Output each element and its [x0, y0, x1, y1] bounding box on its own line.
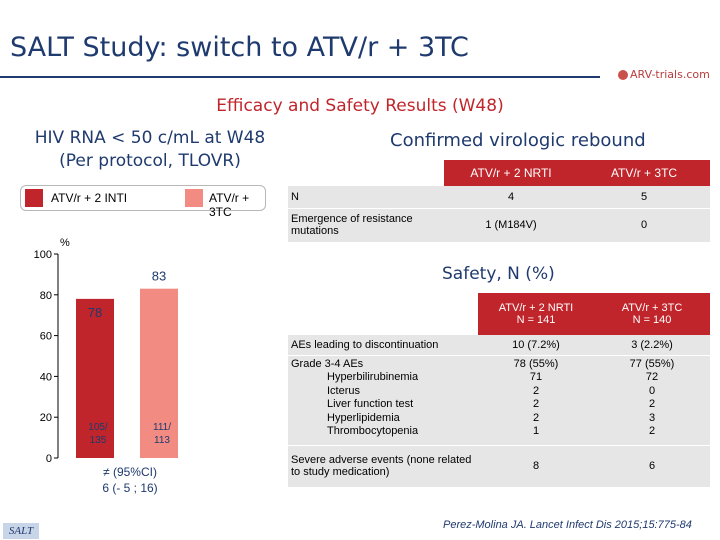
bar-value-label: 78 [88, 305, 102, 320]
grade34-label: Grade 3-4 AEs [291, 357, 364, 370]
safety-header-arm1-name: ATV/r + 2 NRTI [498, 302, 574, 314]
safety-table: ATV/r + 2 NRTI N = 141 ATV/r + 3TC N = 1… [288, 293, 710, 487]
safety-row-discontinuation-arm1: 10 (7.2%) [512, 338, 560, 351]
grade34-sublabel: Liver function test [327, 398, 414, 410]
citation: Perez-Molina JA. Lancet Infect Dis 2015;… [443, 519, 692, 531]
title-underline [0, 76, 600, 78]
grade34-arm2-value: 2 [648, 425, 656, 437]
grade34-sublabel: Thrombocytopenia [327, 425, 419, 437]
grade34-arm2-value: 72 [645, 371, 659, 383]
safety-row-grade34-arm1: 78 (55%) 71 2 2 2 1 [478, 354, 594, 445]
chart-heading-line2: (Per protocol, TLOVR) [59, 151, 241, 171]
safety-row-sae-label: Severe adverse events (none related to s… [288, 444, 478, 487]
arv-trials-logo: ARV-trials.com [618, 68, 710, 81]
legend-swatch-series-2 [185, 189, 203, 207]
y-tick-label: 80 [40, 290, 52, 302]
bar-series-2 [140, 288, 178, 458]
logo-text: ARV-trials.com [630, 68, 710, 81]
safety-row-grade34-arm2: 77 (55%) 72 0 2 3 2 [594, 354, 710, 445]
chart-heading-line1: HIV RNA < 50 c/mL at W48 [34, 128, 266, 148]
hiv-rna-bar-chart: 0 20 40 60 80 100% 78 105/135 83 111/113 ≠ (95%CI)… [34, 237, 178, 495]
bar-count-label: 111/ [153, 422, 171, 433]
grade34-arm2-value: 77 (55%) [629, 357, 675, 370]
grade34-sublabel: Icterus [327, 384, 361, 397]
y-tick-label: 100 [34, 249, 52, 261]
legend-label-series-1: ATV/r + 2 INTI [51, 191, 128, 205]
safety-header-arm2: ATV/r + 3TC N = 140 [594, 293, 710, 335]
rebound-table-corner [288, 160, 444, 186]
rebound-header-arm2: ATV/r + 3TC [578, 160, 710, 186]
chart-heading: HIV RNA < 50 c/mL at W48 (Per protocol, … [30, 127, 270, 173]
rebound-row-n-arm1: 4 [507, 190, 515, 203]
rebound-row-resistance-label: Emergence of resistance mutations [288, 207, 444, 242]
bar-count-label: 135 [90, 435, 107, 446]
safety-table-corner [288, 293, 478, 335]
safety-header-arm1-n: N = 141 [516, 314, 556, 326]
y-tick-label: 60 [40, 331, 52, 343]
grade34-arm1-value: 2 [532, 384, 540, 397]
safety-header-arm2-name: ATV/r + 3TC [621, 302, 683, 314]
section-heading-efficacy-safety: Efficacy and Safety Results (W48) [216, 96, 504, 116]
rebound-header-arm1: ATV/r + 2 NRTI [444, 160, 578, 186]
legend-label-series-2: ATV/r + 3TC [209, 191, 250, 219]
rebound-table: ATV/r + 2 NRTI ATV/r + 3TC N 4 5 Emergen… [288, 160, 710, 242]
bar-value-label: 83 [152, 269, 166, 284]
confirmed-rebound-heading: Confirmed virologic rebound [390, 130, 646, 151]
grade34-arm1-value: 2 [532, 411, 540, 424]
difference-ci-annotation: 6 (- 5 ; 16) [102, 481, 157, 495]
grade34-arm2-value: 0 [648, 384, 656, 397]
safety-row-sae-arm2: 6 [594, 444, 710, 487]
grade34-sublabel: Hyperbilirubinemia [327, 371, 419, 383]
y-tick-label: 0 [46, 453, 52, 465]
bar-count-label: 105/ [88, 422, 108, 433]
grade34-arm1-value: 71 [529, 371, 543, 383]
safety-row-sae-arm1: 8 [478, 444, 594, 487]
safety-row-discontinuation-arm2: 3 (2.2%) [631, 338, 673, 351]
rebound-row-resistance-arm2: 0 [578, 207, 710, 242]
rebound-row-n-arm2: 5 [640, 190, 648, 203]
logo-mark-icon [618, 70, 628, 80]
legend-swatch-series-1 [25, 189, 43, 207]
slide-title: SALT Study: switch to ATV/r + 3TC [10, 32, 469, 63]
bar-series-1 [76, 298, 114, 458]
grade34-arm1-value: 2 [532, 398, 540, 410]
y-tick-label: 40 [40, 371, 52, 383]
safety-row-discontinuation-label: AEs leading to discontinuation [291, 338, 439, 351]
safety-header-arm1: ATV/r + 2 NRTI N = 141 [478, 293, 594, 335]
grade34-arm2-value: 2 [648, 398, 656, 410]
grade34-arm1-value: 78 (55%) [513, 357, 559, 370]
bar-count-label: 113 [154, 435, 170, 446]
rebound-row-n-label: N [291, 190, 299, 203]
grade34-arm2-value: 3 [648, 411, 656, 424]
rebound-row-resistance-arm1: 1 (M184V) [444, 207, 578, 242]
difference-annotation: ≠ (95%CI) [103, 465, 157, 479]
safety-heading: Safety, N (%) [442, 264, 555, 284]
safety-header-arm2-n: N = 140 [632, 314, 672, 326]
salt-badge: SALT [3, 523, 39, 539]
chart-legend: ATV/r + 2 INTI ATV/r + 3TC [20, 185, 266, 219]
grade34-arm1-value: 1 [532, 425, 540, 437]
y-axis-unit-label: % [60, 237, 70, 249]
y-tick-label: 20 [40, 412, 52, 424]
grade34-sublabel: Hyperlipidemia [327, 411, 400, 424]
safety-row-grade34-label: Grade 3-4 AEs Hyperbilirubinemia Icterus… [288, 354, 478, 445]
